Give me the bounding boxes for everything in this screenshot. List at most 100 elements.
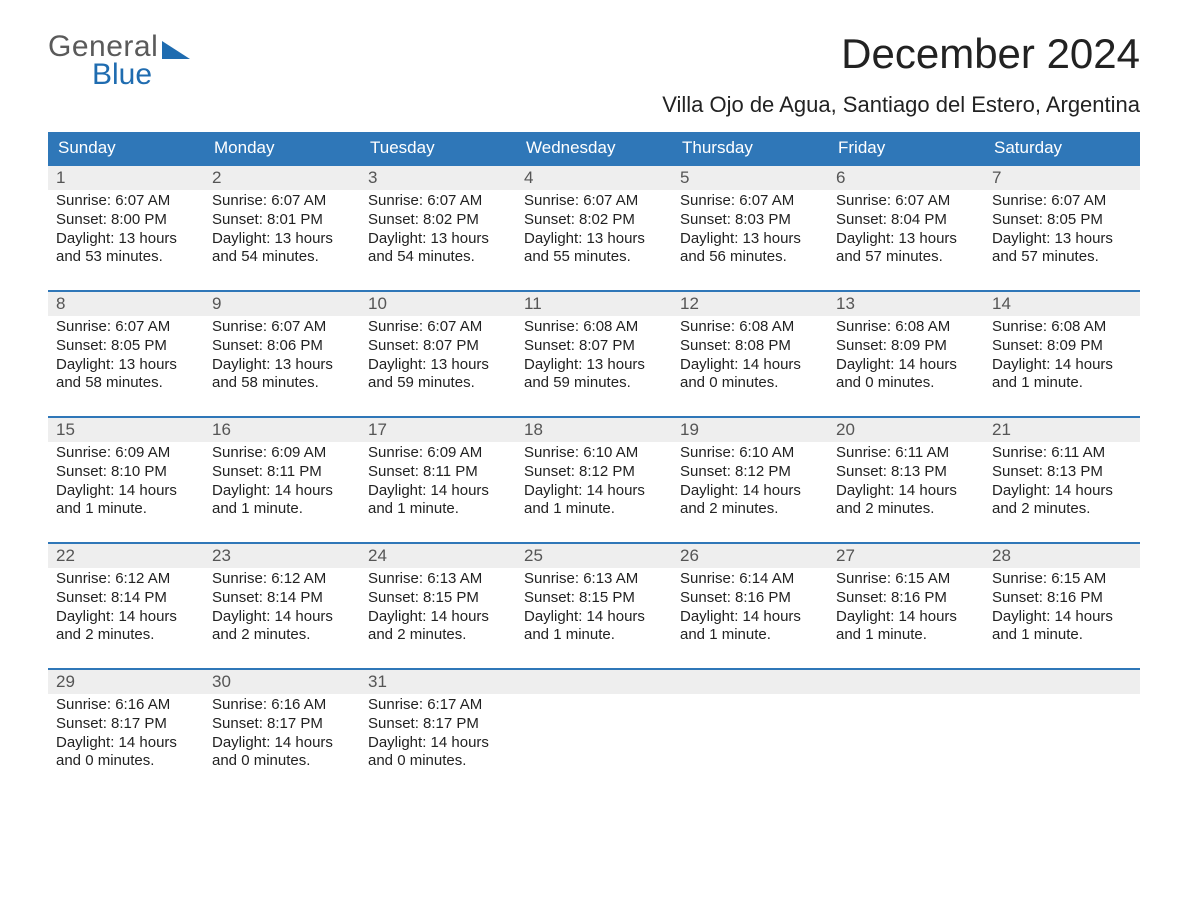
- day-number: 18: [516, 418, 672, 442]
- calendar-day-cell: 21Sunrise: 6:11 AMSunset: 8:13 PMDayligh…: [984, 417, 1140, 543]
- day-detail: Sunrise: 6:08 AMSunset: 8:08 PMDaylight:…: [672, 316, 828, 399]
- weekday-header: Monday: [204, 132, 360, 165]
- sunset-line: Sunset: 8:16 PM: [992, 589, 1132, 608]
- weekday-header: Sunday: [48, 132, 204, 165]
- day-number: 12: [672, 292, 828, 316]
- calendar-day-cell: 4Sunrise: 6:07 AMSunset: 8:02 PMDaylight…: [516, 165, 672, 291]
- day-number: 9: [204, 292, 360, 316]
- daylight-line: Daylight: 14 hours and 2 minutes.: [680, 482, 820, 520]
- sunrise-line: Sunrise: 6:10 AM: [680, 444, 820, 463]
- weekday-header: Saturday: [984, 132, 1140, 165]
- sunrise-line: Sunrise: 6:07 AM: [212, 318, 352, 337]
- sunset-line: Sunset: 8:15 PM: [524, 589, 664, 608]
- day-detail: Sunrise: 6:07 AMSunset: 8:05 PMDaylight:…: [48, 316, 204, 399]
- calendar-day-cell: 30Sunrise: 6:16 AMSunset: 8:17 PMDayligh…: [204, 669, 360, 795]
- sunrise-line: Sunrise: 6:17 AM: [368, 696, 508, 715]
- day-number: 30: [204, 670, 360, 694]
- sunset-line: Sunset: 8:11 PM: [212, 463, 352, 482]
- day-detail: Sunrise: 6:11 AMSunset: 8:13 PMDaylight:…: [984, 442, 1140, 525]
- day-number: 21: [984, 418, 1140, 442]
- daylight-line: Daylight: 13 hours and 58 minutes.: [56, 356, 196, 394]
- day-number: 1: [48, 166, 204, 190]
- calendar-day-cell: 3Sunrise: 6:07 AMSunset: 8:02 PMDaylight…: [360, 165, 516, 291]
- sunrise-line: Sunrise: 6:12 AM: [56, 570, 196, 589]
- day-number-empty: [516, 670, 672, 694]
- day-detail: Sunrise: 6:09 AMSunset: 8:11 PMDaylight:…: [360, 442, 516, 525]
- day-detail: Sunrise: 6:16 AMSunset: 8:17 PMDaylight:…: [48, 694, 204, 777]
- day-number: 22: [48, 544, 204, 568]
- day-detail: Sunrise: 6:16 AMSunset: 8:17 PMDaylight:…: [204, 694, 360, 777]
- day-detail: Sunrise: 6:07 AMSunset: 8:02 PMDaylight:…: [360, 190, 516, 273]
- calendar-day-cell: 15Sunrise: 6:09 AMSunset: 8:10 PMDayligh…: [48, 417, 204, 543]
- sunrise-line: Sunrise: 6:07 AM: [836, 192, 976, 211]
- day-detail: Sunrise: 6:07 AMSunset: 8:03 PMDaylight:…: [672, 190, 828, 273]
- day-detail: Sunrise: 6:13 AMSunset: 8:15 PMDaylight:…: [516, 568, 672, 651]
- day-number: 29: [48, 670, 204, 694]
- daylight-line: Daylight: 14 hours and 1 minute.: [680, 608, 820, 646]
- calendar-week-row: 29Sunrise: 6:16 AMSunset: 8:17 PMDayligh…: [48, 669, 1140, 795]
- daylight-line: Daylight: 14 hours and 1 minute.: [524, 482, 664, 520]
- sunset-line: Sunset: 8:06 PM: [212, 337, 352, 356]
- day-detail: Sunrise: 6:11 AMSunset: 8:13 PMDaylight:…: [828, 442, 984, 525]
- daylight-line: Daylight: 14 hours and 0 minutes.: [680, 356, 820, 394]
- day-number: 31: [360, 670, 516, 694]
- day-number: 26: [672, 544, 828, 568]
- day-number: 17: [360, 418, 516, 442]
- sunset-line: Sunset: 8:16 PM: [836, 589, 976, 608]
- weekday-header-row: Sunday Monday Tuesday Wednesday Thursday…: [48, 132, 1140, 165]
- logo: General Blue: [48, 30, 190, 92]
- day-detail: Sunrise: 6:08 AMSunset: 8:09 PMDaylight:…: [984, 316, 1140, 399]
- calendar-week-row: 1Sunrise: 6:07 AMSunset: 8:00 PMDaylight…: [48, 165, 1140, 291]
- day-number: 11: [516, 292, 672, 316]
- calendar-day-cell: 28Sunrise: 6:15 AMSunset: 8:16 PMDayligh…: [984, 543, 1140, 669]
- day-detail: Sunrise: 6:07 AMSunset: 8:01 PMDaylight:…: [204, 190, 360, 273]
- sunset-line: Sunset: 8:09 PM: [992, 337, 1132, 356]
- calendar-day-cell: 5Sunrise: 6:07 AMSunset: 8:03 PMDaylight…: [672, 165, 828, 291]
- calendar-day-cell: 27Sunrise: 6:15 AMSunset: 8:16 PMDayligh…: [828, 543, 984, 669]
- sunset-line: Sunset: 8:02 PM: [524, 211, 664, 230]
- daylight-line: Daylight: 14 hours and 1 minute.: [992, 356, 1132, 394]
- sunrise-line: Sunrise: 6:13 AM: [368, 570, 508, 589]
- day-number: 8: [48, 292, 204, 316]
- calendar-day-cell: 7Sunrise: 6:07 AMSunset: 8:05 PMDaylight…: [984, 165, 1140, 291]
- logo-text-blue: Blue: [92, 58, 190, 92]
- daylight-line: Daylight: 13 hours and 59 minutes.: [368, 356, 508, 394]
- sunset-line: Sunset: 8:17 PM: [212, 715, 352, 734]
- day-number: 14: [984, 292, 1140, 316]
- calendar-week-row: 15Sunrise: 6:09 AMSunset: 8:10 PMDayligh…: [48, 417, 1140, 543]
- calendar-day-cell: 6Sunrise: 6:07 AMSunset: 8:04 PMDaylight…: [828, 165, 984, 291]
- day-number: 23: [204, 544, 360, 568]
- day-number: 15: [48, 418, 204, 442]
- sunset-line: Sunset: 8:16 PM: [680, 589, 820, 608]
- day-detail: Sunrise: 6:09 AMSunset: 8:10 PMDaylight:…: [48, 442, 204, 525]
- sunset-line: Sunset: 8:05 PM: [56, 337, 196, 356]
- daylight-line: Daylight: 14 hours and 2 minutes.: [368, 608, 508, 646]
- daylight-line: Daylight: 14 hours and 1 minute.: [212, 482, 352, 520]
- calendar-day-cell: 24Sunrise: 6:13 AMSunset: 8:15 PMDayligh…: [360, 543, 516, 669]
- sunrise-line: Sunrise: 6:09 AM: [56, 444, 196, 463]
- day-detail: Sunrise: 6:15 AMSunset: 8:16 PMDaylight:…: [984, 568, 1140, 651]
- daylight-line: Daylight: 13 hours and 58 minutes.: [212, 356, 352, 394]
- sunset-line: Sunset: 8:11 PM: [368, 463, 508, 482]
- daylight-line: Daylight: 13 hours and 57 minutes.: [992, 230, 1132, 268]
- day-number: 13: [828, 292, 984, 316]
- sunset-line: Sunset: 8:09 PM: [836, 337, 976, 356]
- sunrise-line: Sunrise: 6:07 AM: [524, 192, 664, 211]
- calendar-day-cell: 22Sunrise: 6:12 AMSunset: 8:14 PMDayligh…: [48, 543, 204, 669]
- daylight-line: Daylight: 13 hours and 53 minutes.: [56, 230, 196, 268]
- sunset-line: Sunset: 8:01 PM: [212, 211, 352, 230]
- day-number: 2: [204, 166, 360, 190]
- day-detail: Sunrise: 6:12 AMSunset: 8:14 PMDaylight:…: [48, 568, 204, 651]
- calendar-day-cell: 25Sunrise: 6:13 AMSunset: 8:15 PMDayligh…: [516, 543, 672, 669]
- daylight-line: Daylight: 14 hours and 2 minutes.: [836, 482, 976, 520]
- daylight-line: Daylight: 14 hours and 1 minute.: [992, 608, 1132, 646]
- day-detail: Sunrise: 6:12 AMSunset: 8:14 PMDaylight:…: [204, 568, 360, 651]
- calendar-day-cell: [828, 669, 984, 795]
- calendar-day-cell: 13Sunrise: 6:08 AMSunset: 8:09 PMDayligh…: [828, 291, 984, 417]
- day-detail: Sunrise: 6:07 AMSunset: 8:05 PMDaylight:…: [984, 190, 1140, 273]
- day-number: 20: [828, 418, 984, 442]
- day-number: 19: [672, 418, 828, 442]
- sunrise-line: Sunrise: 6:15 AM: [836, 570, 976, 589]
- calendar-day-cell: 23Sunrise: 6:12 AMSunset: 8:14 PMDayligh…: [204, 543, 360, 669]
- calendar-day-cell: [984, 669, 1140, 795]
